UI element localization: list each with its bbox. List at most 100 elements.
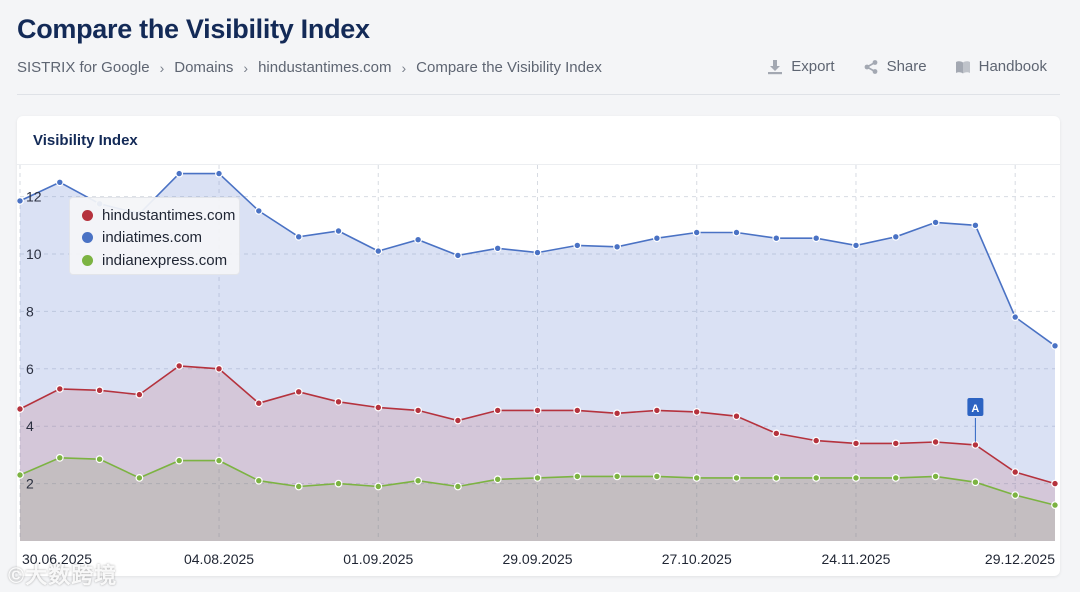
visibility-index-card: A 2 4 6 8 10 12 30.06.2025 04.08.2025 01.09.2025 2… bbox=[17, 116, 1060, 576]
point-indianexpress bbox=[215, 456, 223, 465]
point-indiatimes bbox=[175, 169, 184, 178]
point-hindustantimes bbox=[772, 429, 781, 438]
point-hindustantimes bbox=[17, 405, 24, 413]
book-icon bbox=[955, 59, 971, 75]
point-indiatimes bbox=[454, 251, 462, 260]
legend-dot-indiatimes bbox=[82, 232, 93, 244]
point-indianexpress bbox=[294, 482, 303, 491]
y-tick-label: 12 bbox=[26, 189, 42, 205]
y-tick-label: 4 bbox=[26, 418, 34, 434]
annotation-label: A bbox=[971, 403, 979, 415]
point-indiatimes bbox=[812, 234, 821, 243]
point-hindustantimes bbox=[1051, 479, 1059, 488]
point-indianexpress bbox=[653, 472, 661, 481]
x-tick-label: 24.11.2025 bbox=[821, 551, 890, 567]
point-hindustantimes bbox=[294, 387, 303, 396]
y-tick-label: 2 bbox=[26, 476, 34, 492]
visibility-chart[interactable]: A 2 4 6 8 10 12 30.06.2025 04.08.2025 01.09.2025 2… bbox=[17, 116, 1060, 576]
point-indianexpress bbox=[613, 472, 621, 481]
point-hindustantimes bbox=[175, 361, 184, 370]
point-indiatimes bbox=[772, 234, 781, 243]
chart-legend: hindustantimes.com indiatimes.com indian… bbox=[69, 197, 240, 275]
chevron-right-icon: › bbox=[159, 59, 165, 76]
point-indianexpress bbox=[891, 474, 900, 482]
point-indianexpress bbox=[971, 478, 980, 487]
point-indianexpress bbox=[1011, 491, 1020, 500]
breadcrumb-current: Compare the Visibility Index bbox=[416, 59, 602, 76]
point-hindustantimes bbox=[254, 399, 263, 408]
share-button[interactable]: Share bbox=[863, 58, 927, 75]
point-indiatimes bbox=[254, 206, 263, 215]
point-hindustantimes bbox=[931, 438, 940, 446]
point-indianexpress bbox=[95, 455, 104, 464]
point-indiatimes bbox=[55, 178, 64, 187]
point-indiatimes bbox=[573, 241, 582, 250]
point-indiatimes bbox=[414, 235, 423, 244]
y-tick-label: 6 bbox=[26, 361, 34, 377]
point-hindustantimes bbox=[95, 386, 104, 395]
point-hindustantimes bbox=[215, 364, 223, 373]
card-divider bbox=[17, 164, 1060, 165]
y-tick-label: 8 bbox=[26, 303, 34, 319]
handbook-label: Handbook bbox=[978, 58, 1047, 75]
legend-dot-hindustantimes bbox=[82, 209, 93, 221]
breadcrumb-domain[interactable]: hindustantimes.com bbox=[258, 59, 392, 76]
point-indianexpress bbox=[135, 474, 144, 482]
point-hindustantimes bbox=[55, 385, 64, 393]
point-hindustantimes bbox=[812, 436, 821, 445]
export-button[interactable]: Export bbox=[767, 58, 835, 75]
point-indianexpress bbox=[812, 474, 821, 482]
point-indianexpress bbox=[1051, 501, 1059, 510]
point-hindustantimes bbox=[454, 416, 462, 425]
area-indiatimes bbox=[20, 173, 1055, 541]
point-hindustantimes bbox=[135, 390, 144, 399]
point-indiatimes bbox=[613, 242, 621, 251]
point-hindustantimes bbox=[334, 397, 343, 406]
point-indiatimes bbox=[533, 248, 542, 257]
page-title: Compare the Visibility Index bbox=[17, 14, 370, 44]
point-hindustantimes bbox=[653, 406, 661, 415]
point-indiatimes bbox=[334, 227, 343, 235]
point-indianexpress bbox=[852, 474, 860, 482]
point-indiatimes bbox=[931, 218, 940, 227]
breadcrumb-sistrix[interactable]: SISTRIX for Google bbox=[17, 59, 150, 76]
y-tick-label: 10 bbox=[26, 246, 42, 262]
share-label: Share bbox=[886, 58, 927, 75]
area-hindustantimes bbox=[20, 365, 1055, 541]
point-indiatimes bbox=[732, 228, 741, 237]
point-indianexpress bbox=[334, 479, 343, 488]
legend-item-indianexpress[interactable]: indianexpress.com bbox=[82, 249, 239, 272]
point-indiatimes bbox=[971, 221, 980, 230]
point-indiatimes bbox=[692, 228, 701, 237]
point-indianexpress bbox=[175, 456, 184, 465]
point-indiatimes bbox=[215, 169, 223, 178]
point-indianexpress bbox=[533, 474, 542, 482]
x-tick-label: 01.09.2025 bbox=[343, 551, 413, 567]
breadcrumb: SISTRIX for Google › Domains › hindustan… bbox=[17, 59, 602, 76]
legend-item-hindustantimes[interactable]: hindustantimes.com bbox=[82, 204, 239, 227]
point-indianexpress bbox=[454, 482, 462, 491]
point-indiatimes bbox=[493, 244, 502, 253]
x-tick-label: 29.09.2025 bbox=[502, 551, 572, 567]
handbook-button[interactable]: Handbook bbox=[955, 58, 1047, 75]
legend-item-indiatimes[interactable]: indiatimes.com bbox=[82, 227, 239, 250]
legend-label: indiatimes.com bbox=[102, 229, 203, 247]
x-tick-label: 30.06.2025 bbox=[22, 551, 92, 567]
point-indiatimes bbox=[17, 197, 24, 205]
point-hindustantimes bbox=[891, 439, 900, 448]
point-indianexpress bbox=[493, 475, 502, 484]
chevron-right-icon: › bbox=[401, 59, 407, 76]
point-hindustantimes bbox=[971, 441, 980, 449]
annotation-marker bbox=[967, 398, 984, 416]
point-indianexpress bbox=[374, 482, 383, 491]
point-hindustantimes bbox=[374, 403, 383, 412]
export-label: Export bbox=[791, 58, 835, 75]
point-hindustantimes bbox=[414, 406, 423, 415]
point-indianexpress bbox=[931, 472, 940, 481]
point-indianexpress bbox=[573, 472, 582, 481]
point-hindustantimes bbox=[1011, 468, 1020, 477]
breadcrumb-domains[interactable]: Domains bbox=[174, 59, 234, 76]
point-indiatimes bbox=[891, 232, 900, 241]
chevron-right-icon: › bbox=[243, 59, 249, 76]
point-hindustantimes bbox=[692, 408, 701, 416]
